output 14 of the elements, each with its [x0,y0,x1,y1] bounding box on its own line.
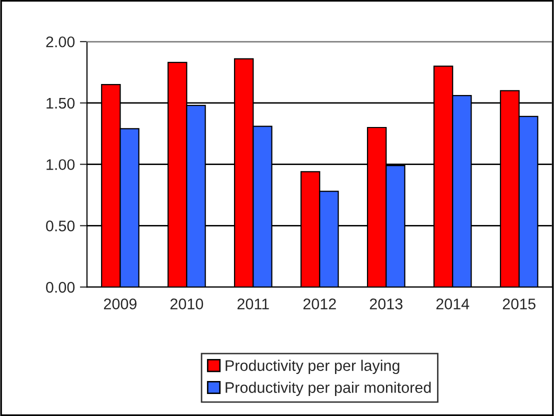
x-tick-label: 2011 [238,298,269,310]
y-tick-label: 1.00 [46,159,75,170]
y-tick-label: 0.50 [46,220,75,232]
x-tick-label: 2010 [170,298,204,310]
x-tick-label: 2013 [370,298,402,310]
y-tick-label: 1.50 [46,98,75,109]
y-tick-label: 2.00 [46,36,75,48]
x-tick-label: 2009 [104,298,136,310]
legend-label: Productivity per pair monitored [226,382,431,396]
x-tick-label: 2015 [502,298,536,310]
legend-label: Productivity per per laying [226,360,400,374]
x-tick-label: 2014 [436,298,470,310]
x-tick-label: 2012 [303,298,336,310]
y-tick-label: 0.00 [46,282,75,293]
